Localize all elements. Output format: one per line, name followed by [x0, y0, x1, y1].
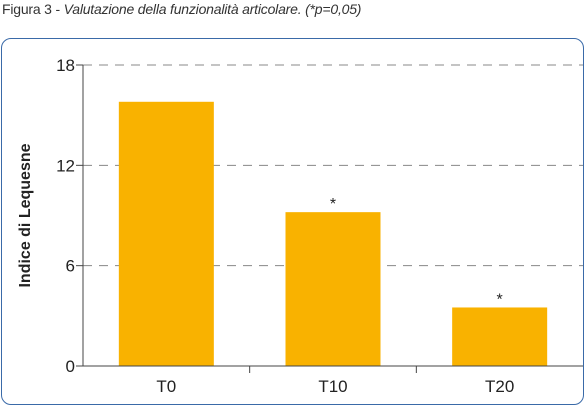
significance-marker: *: [330, 196, 336, 213]
significance-marker: *: [497, 291, 503, 308]
y-tick-label: 18: [56, 56, 75, 75]
y-tick-label: 6: [66, 257, 75, 276]
axis-layer: [76, 64, 583, 373]
x-tick-label: T10: [318, 377, 347, 396]
figure-caption-text: Valutazione della funzionalità articolar…: [63, 1, 362, 17]
x-tick-label: T20: [485, 377, 514, 396]
y-tick-label: 12: [56, 156, 75, 175]
figure-caption-separator: -: [51, 1, 64, 17]
y-axis-title: Indice di Lequesne: [17, 143, 34, 287]
figure-caption-label: Figura 3: [2, 1, 52, 17]
chart-frame: T0 * T10 * T20 0 6 12 18 Indice di Lequesne: [1, 38, 584, 405]
y-tick-label: 0: [66, 357, 75, 376]
bar-t20: [452, 307, 548, 366]
bar-t0: [118, 101, 214, 367]
bar-t10: [285, 212, 381, 366]
x-tick-label: T0: [156, 377, 176, 396]
bar-layer: [118, 101, 548, 367]
label-layer: T0 * T10 * T20 0 6 12 18 Indice di Lequesne: [17, 56, 514, 396]
figure-caption: Figura 3 - Valutazione della funzionalit…: [2, 1, 361, 17]
bar-chart: T0 * T10 * T20 0 6 12 18 Indice di Lequesne: [17, 56, 583, 396]
